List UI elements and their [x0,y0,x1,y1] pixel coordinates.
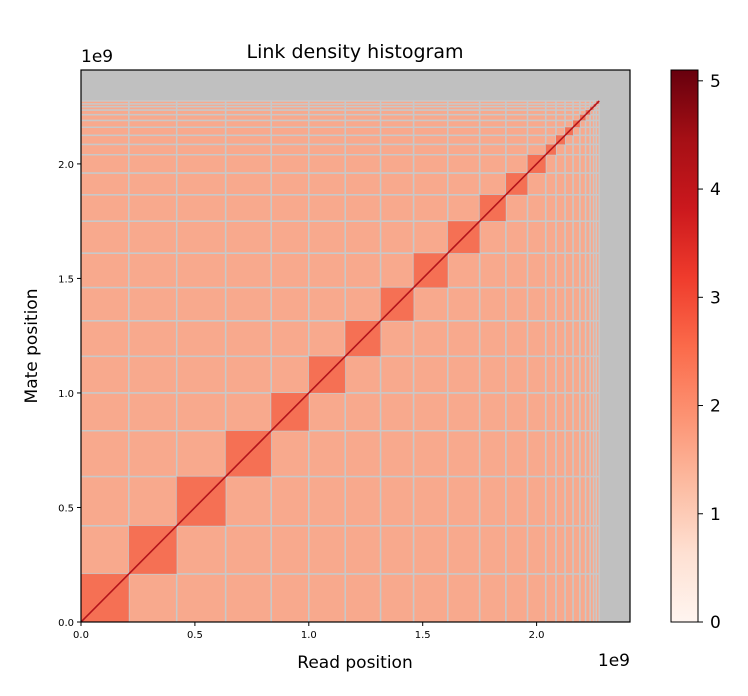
diagonal-line [545,143,557,156]
y-tick-label: 2.0 [58,160,74,171]
colorbar-tick-label: 2 [710,397,721,417]
diagonal-line [595,100,600,105]
plot-area [81,70,630,622]
diagonal-line [572,119,581,128]
y-tick-label: 0.0 [58,618,74,629]
colorbar-tick-label: 0 [710,613,721,633]
diagonal-line [344,320,382,357]
diagonal-line [128,525,178,575]
diagonal-line [413,252,449,289]
y-offset-label: 1e9 [81,47,113,67]
x-axis-label: Read position [297,653,412,673]
colorbar: 0 1 2 3 4 5 [670,69,721,633]
plot-frame [80,69,631,623]
diagonal-line [447,220,481,254]
y-axis-label: Mate position [22,289,42,404]
diagonal-line [585,109,591,116]
diagonal-line [379,287,415,322]
diagonal-line [526,154,547,174]
colorbar-tick-label: 5 [710,72,721,92]
diagonal-line [225,430,272,478]
x-tick-label: 0.0 [73,630,89,641]
diagonal-line [270,392,310,432]
y-axis: 0.0 0.5 1.0 1.5 2.0 [58,160,81,629]
x-tick-label: 2.0 [529,630,545,641]
x-tick-label: 0.5 [187,630,203,641]
colorbar-tick-label: 4 [710,180,721,200]
diagonal-line [579,114,587,121]
diagonal-blocks [81,100,600,622]
diagonal-line [555,134,566,146]
diagonal-line [308,355,346,394]
diagonal-line [505,172,529,196]
y-tick-label: 1.0 [58,389,74,400]
diagonal-line [592,103,597,108]
x-offset-label: 1e9 [598,651,630,671]
x-tick-label: 1.0 [301,630,317,641]
chromosome-grid [81,100,601,622]
diagonal-line [81,573,130,622]
colorbar-tick-label: 3 [710,288,721,308]
colorbar-ticks: 0 1 2 3 4 5 [698,72,721,633]
colorbar-tick-label: 1 [710,505,721,525]
x-axis: 0.0 0.5 1.0 1.5 2.0 [73,622,545,641]
diagonal-line [564,126,574,136]
y-tick-label: 1.5 [58,274,74,285]
diagonal-line [589,106,595,111]
colorbar-gradient [670,69,699,623]
diagonal-line [176,475,227,527]
chart-title: Link density histogram [247,41,464,63]
y-tick-label: 0.5 [58,503,74,514]
diagonal-line [479,194,507,222]
x-tick-label: 1.5 [415,630,431,641]
